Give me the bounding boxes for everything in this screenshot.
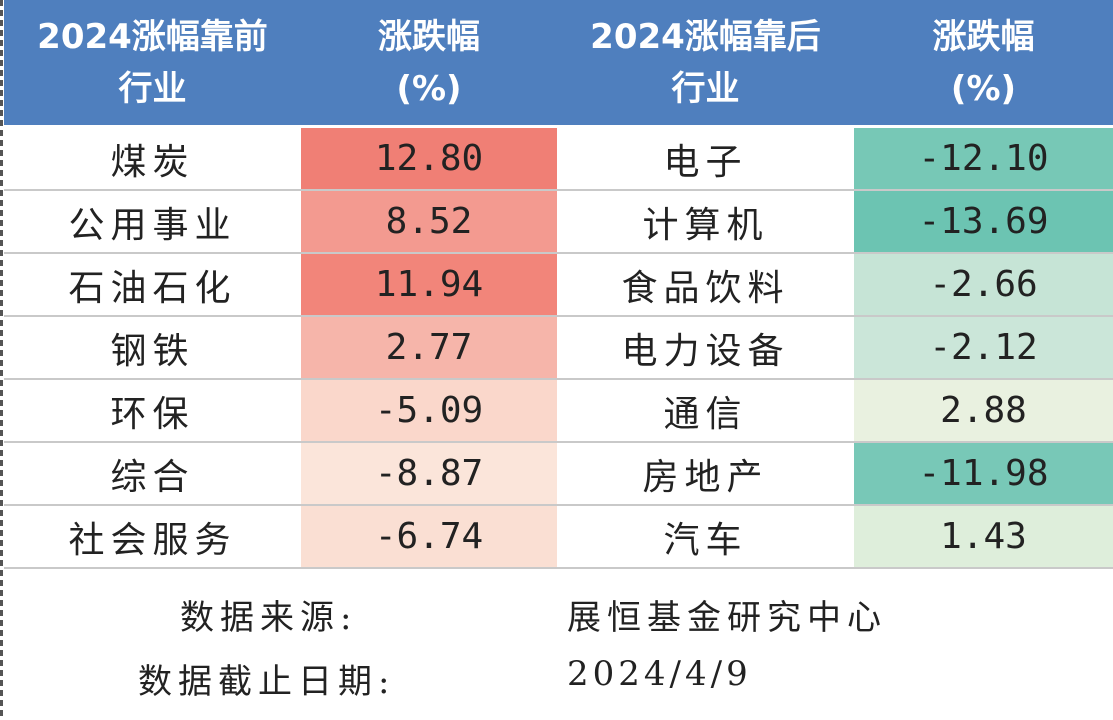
bottom-change-cell: -2.12 — [854, 316, 1113, 380]
top-change-cell: 8.52 — [301, 190, 557, 254]
bottom-industry-cell: 食品饮料 — [557, 253, 854, 317]
header-top-industry: 2024涨幅靠前 行业 — [4, 0, 301, 127]
bottom-change-cell: -13.69 — [854, 190, 1113, 254]
table-row: 综合 -8.87 房地产 -11.98 — [4, 442, 1113, 506]
bottom-change-cell: 1.43 — [854, 505, 1113, 569]
header-bottom-industry-line2: 行业 — [671, 68, 740, 109]
bottom-change-cell: -2.66 — [854, 253, 1113, 317]
top-industry-cell: 综合 — [4, 442, 301, 506]
top-change-cell: -5.09 — [301, 379, 557, 443]
header-top-industry-line1: 2024涨幅靠前 — [37, 16, 268, 57]
top-change-cell: 2.77 — [301, 316, 557, 380]
top-industry-cell: 钢铁 — [4, 316, 301, 380]
table-row: 钢铁 2.77 电力设备 -2.12 — [4, 316, 1113, 380]
table-footer: 数据来源: 展恒基金研究中心 数据截止日期: 2024/4/9 — [4, 572, 1113, 720]
header-bottom-change-line1: 涨跌幅 — [932, 16, 1035, 57]
header-top-change-line1: 涨跌幅 — [378, 16, 480, 57]
bottom-industry-cell: 汽车 — [557, 505, 854, 569]
source-label: 数据来源: — [180, 598, 358, 638]
selection-border — [0, 0, 3, 720]
top-industry-cell: 公用事业 — [4, 190, 301, 254]
header-bottom-change: 涨跌幅 (%) — [854, 0, 1113, 127]
source-value: 展恒基金研究中心 — [567, 598, 887, 638]
bottom-change-cell: -12.10 — [854, 125, 1113, 191]
industry-performance-table: 2024涨幅靠前 行业 涨跌幅 (%) 2024涨幅靠后 行业 涨跌幅 (%) … — [4, 0, 1113, 569]
table-row: 公用事业 8.52 计算机 -13.69 — [4, 190, 1113, 254]
table-row: 石油石化 11.94 食品饮料 -2.66 — [4, 253, 1113, 317]
header-top-change: 涨跌幅 (%) — [301, 0, 557, 127]
top-change-cell: -8.87 — [301, 442, 557, 506]
top-industry-cell: 石油石化 — [4, 253, 301, 317]
header-bottom-industry-line1: 2024涨幅靠后 — [590, 16, 821, 57]
bottom-industry-cell: 计算机 — [557, 190, 854, 254]
date-value: 2024/4/9 — [567, 654, 752, 694]
table-body: 煤炭 12.80 电子 -12.10 公用事业 8.52 计算机 -13.69 石油石化 11.9… — [4, 125, 1113, 569]
header-top-industry-line2: 行业 — [118, 68, 187, 109]
bottom-industry-cell: 通信 — [557, 379, 854, 443]
bottom-change-cell: 2.88 — [854, 379, 1113, 443]
header-bottom-change-line2: (%) — [950, 68, 1017, 109]
table-row: 煤炭 12.80 电子 -12.10 — [4, 125, 1113, 191]
bottom-industry-cell: 电力设备 — [557, 316, 854, 380]
table-row: 环保 -5.09 通信 2.88 — [4, 379, 1113, 443]
top-industry-cell: 社会服务 — [4, 505, 301, 569]
date-label: 数据截止日期: — [138, 662, 396, 702]
header-bottom-industry: 2024涨幅靠后 行业 — [557, 0, 854, 127]
header-top-change-line2: (%) — [396, 68, 462, 109]
top-change-cell: -6.74 — [301, 505, 557, 569]
table-row: 社会服务 -6.74 汽车 1.43 — [4, 505, 1113, 569]
top-industry-cell: 环保 — [4, 379, 301, 443]
top-change-cell: 12.80 — [301, 125, 557, 191]
header-row: 2024涨幅靠前 行业 涨跌幅 (%) 2024涨幅靠后 行业 涨跌幅 (%) — [4, 0, 1113, 127]
bottom-industry-cell: 房地产 — [557, 442, 854, 506]
bottom-industry-cell: 电子 — [557, 125, 854, 191]
bottom-change-cell: -11.98 — [854, 442, 1113, 506]
top-change-cell: 11.94 — [301, 253, 557, 317]
top-industry-cell: 煤炭 — [4, 125, 301, 191]
